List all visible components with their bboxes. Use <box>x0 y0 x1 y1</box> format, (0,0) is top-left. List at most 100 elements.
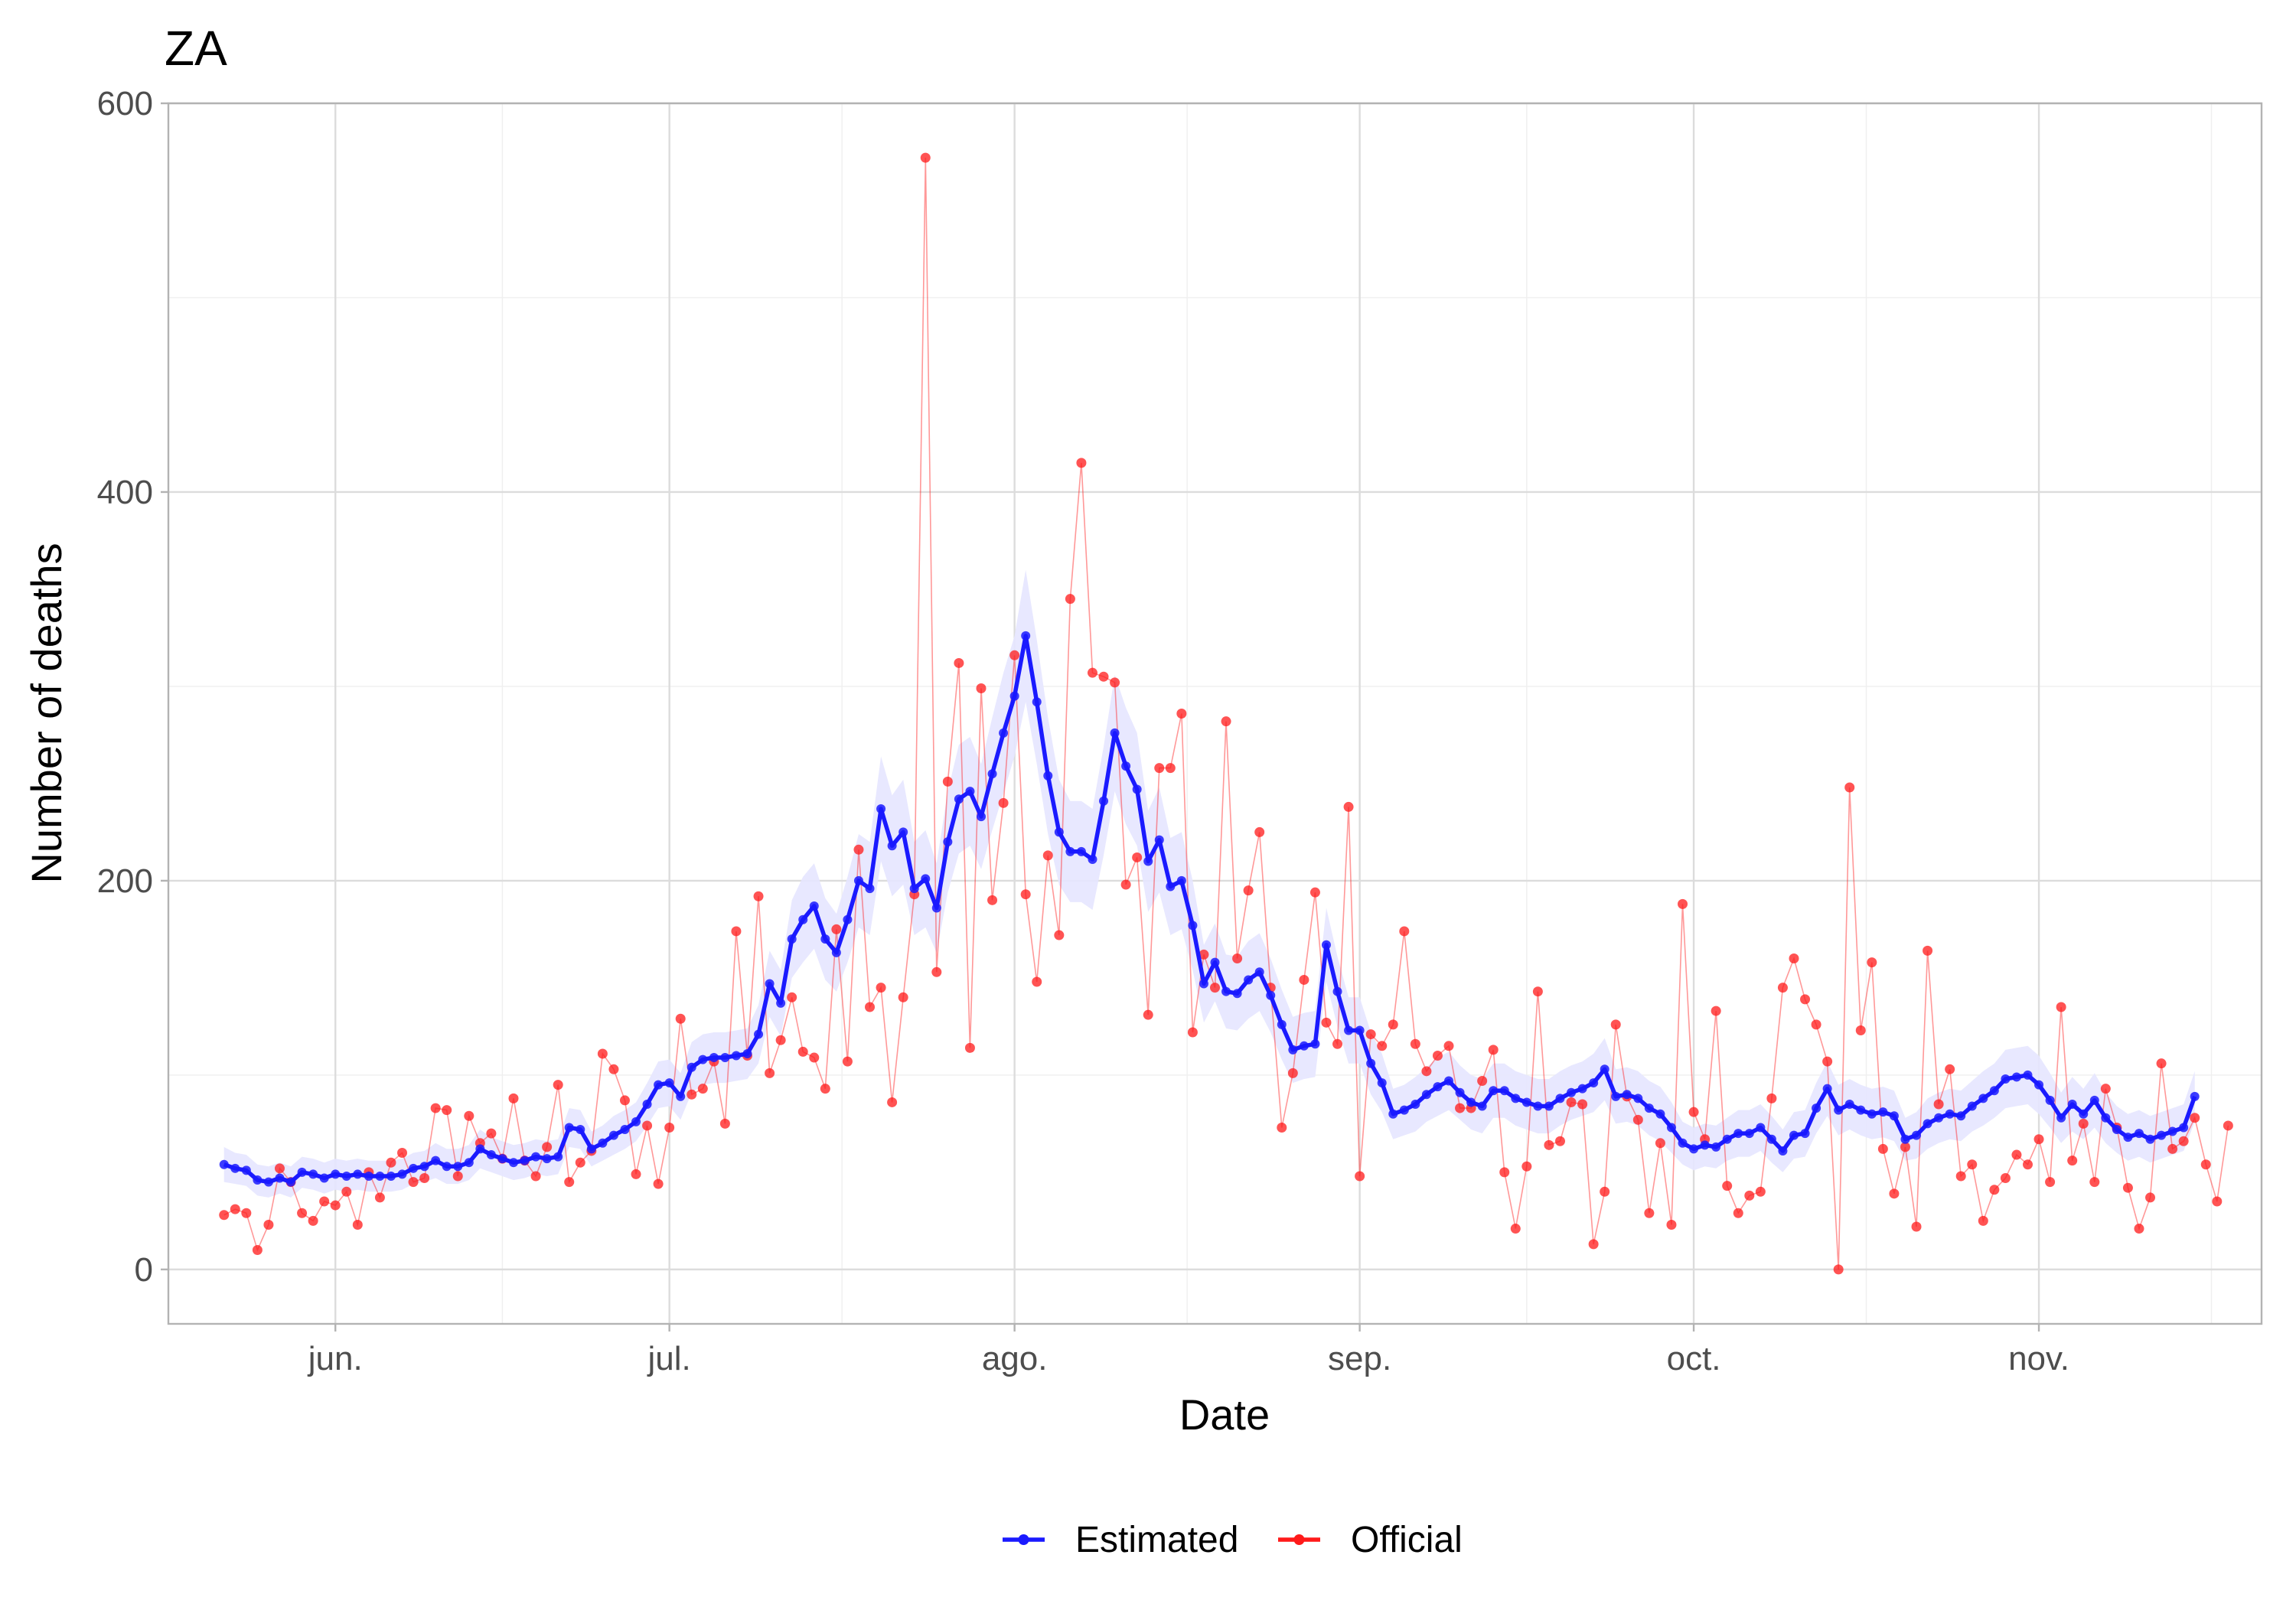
estimated-point <box>2023 1070 2033 1080</box>
estimated-point <box>1355 1025 1365 1035</box>
official-point <box>942 776 953 787</box>
official-point <box>1844 782 1855 793</box>
y-tick-label: 0 <box>135 1251 153 1289</box>
official-point <box>1110 677 1120 688</box>
estimated-point <box>1244 975 1254 985</box>
estimated-point <box>1611 1091 1621 1101</box>
official-point <box>2067 1156 2078 1166</box>
estimated-point <box>2045 1095 2055 1105</box>
official-point <box>1554 1136 1565 1146</box>
estimated-point <box>731 1051 741 1061</box>
estimated-point <box>921 874 931 884</box>
official-point <box>1355 1171 1365 1182</box>
official-point <box>675 1013 686 1024</box>
estimated-point <box>608 1130 618 1140</box>
official-point <box>2045 1177 2056 1188</box>
official-point <box>542 1142 553 1152</box>
estimated-point <box>1088 854 1097 864</box>
official-point <box>1132 852 1143 862</box>
official-point <box>1432 1051 1443 1061</box>
legend-official-point-key <box>1293 1534 1305 1545</box>
estimated-point <box>364 1171 373 1181</box>
estimated-point <box>1310 1039 1320 1049</box>
official-point <box>797 1046 808 1057</box>
x-tick-label: oct. <box>1667 1340 1721 1377</box>
estimated-point <box>1065 846 1075 856</box>
estimated-point <box>787 934 797 944</box>
estimated-point <box>1577 1084 1587 1094</box>
estimated-point <box>1978 1094 1988 1103</box>
official-point <box>1644 1208 1655 1218</box>
official-point <box>775 1035 786 1045</box>
official-point <box>1332 1038 1343 1049</box>
estimated-point <box>1856 1105 1866 1115</box>
estimated-point <box>520 1156 530 1165</box>
official-point <box>2033 1134 2044 1145</box>
estimated-point <box>664 1078 674 1088</box>
estimated-point <box>965 787 975 797</box>
official-point <box>1287 1068 1298 1078</box>
estimated-point <box>2190 1091 2200 1101</box>
estimated-point <box>1912 1130 1922 1140</box>
estimated-point <box>1199 979 1208 989</box>
official-point <box>2122 1182 2133 1193</box>
estimated-point <box>1867 1109 1877 1119</box>
estimated-point <box>1511 1094 1521 1103</box>
official-point <box>1867 957 1877 968</box>
official-point <box>1309 887 1320 898</box>
official-point <box>2078 1118 2089 1129</box>
official-point <box>1711 1006 1721 1016</box>
official-point <box>1566 1097 1577 1107</box>
official-point <box>2178 1136 2189 1146</box>
official-point <box>1443 1041 1454 1051</box>
estimated-point <box>1711 1142 1721 1152</box>
official-point <box>1722 1181 1733 1191</box>
estimated-point <box>1555 1094 1565 1103</box>
estimated-point <box>1277 1019 1287 1029</box>
official-point <box>809 1052 820 1063</box>
estimated-point <box>1154 835 1164 845</box>
estimated-point <box>1477 1101 1487 1111</box>
official-point <box>1254 826 1265 837</box>
official-point <box>1187 1027 1198 1038</box>
estimated-point <box>2145 1134 2155 1144</box>
official-point <box>631 1169 641 1179</box>
official-point <box>486 1128 497 1139</box>
estimated-point <box>1934 1113 1944 1123</box>
estimated-point <box>542 1154 552 1164</box>
official-point <box>1610 1019 1621 1030</box>
estimated-point <box>2011 1072 2021 1082</box>
estimated-point <box>308 1169 318 1179</box>
estimated-point <box>642 1100 652 1110</box>
official-point <box>2200 1159 2211 1170</box>
official-point <box>1499 1167 1510 1178</box>
estimated-point <box>2034 1080 2044 1090</box>
estimated-point <box>2134 1129 2144 1139</box>
estimated-point <box>1132 784 1142 794</box>
estimated-point <box>531 1152 541 1162</box>
official-point <box>1688 1107 1699 1117</box>
estimated-point <box>219 1159 229 1169</box>
estimated-point <box>1489 1086 1499 1096</box>
official-point <box>1521 1161 1532 1172</box>
estimated-point <box>1744 1129 1754 1139</box>
official-point <box>1877 1143 1888 1154</box>
estimated-point <box>553 1152 563 1162</box>
official-point <box>330 1200 341 1211</box>
official-point <box>865 1002 876 1012</box>
estimated-point <box>1054 827 1064 837</box>
estimated-point <box>1143 856 1153 866</box>
estimated-point <box>586 1144 596 1154</box>
estimated-point <box>431 1156 441 1165</box>
official-point <box>2212 1196 2223 1207</box>
official-point <box>964 1042 975 1053</box>
estimated-point <box>987 769 997 779</box>
estimated-point <box>742 1048 752 1058</box>
estimated-point <box>1043 771 1053 781</box>
official-point <box>575 1157 585 1168</box>
official-point <box>1042 850 1053 861</box>
estimated-point <box>1956 1111 1966 1121</box>
official-point <box>508 1093 519 1103</box>
estimated-point <box>1800 1129 1810 1139</box>
